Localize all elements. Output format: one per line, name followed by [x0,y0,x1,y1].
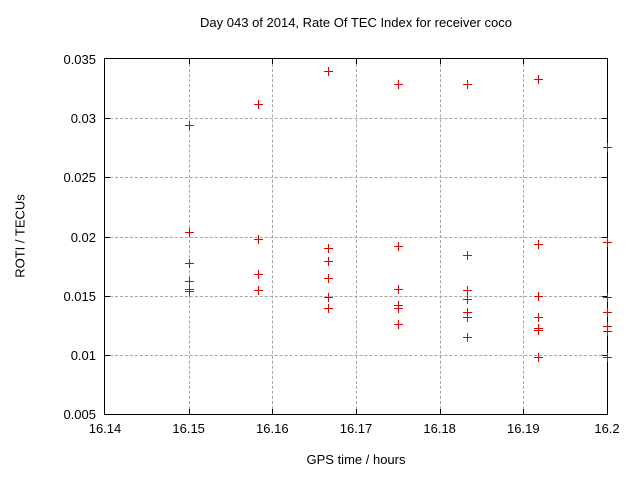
x-tick-top [439,59,441,64]
x-tick-top [523,59,525,64]
data-point-marker [603,353,612,363]
x-axis-label: GPS time / hours [306,452,406,467]
x-tick-label: 16.15 [172,421,205,436]
data-point-marker [184,258,194,268]
y-tick-left [105,295,110,297]
x-tick-top [356,59,357,64]
y-tick-right [602,177,607,179]
x-tick-bottom [188,409,190,414]
x-tick-top [188,59,190,64]
data-point-marker [324,244,334,254]
data-point-marker [254,99,264,109]
data-point-marker [393,241,403,251]
data-point-marker [463,285,473,295]
x-tick-label: 16.14 [88,421,122,436]
data-point-marker [184,227,194,237]
y-tick-right [602,354,607,356]
data-point-marker [533,75,543,85]
plot-area [104,58,612,415]
data-point-marker [254,285,264,295]
x-tick-bottom [523,409,525,414]
data-point-marker [463,251,473,261]
y-tick-label: 0.025 [63,170,96,186]
data-point-marker [533,291,543,301]
data-point-marker [393,284,403,294]
x-tick-label: 16.17 [339,421,373,436]
data-point-marker [324,303,334,313]
data-point-marker [393,79,403,89]
data-point-marker [393,320,403,330]
y-gridline [105,177,607,179]
data-point-marker [463,308,473,318]
chart-title: Day 043 of 2014, Rate Of TEC Index for r… [200,15,512,30]
x-tick-label: 16.18 [423,421,456,436]
y-tick-right [602,295,607,297]
y-gridline [105,118,607,120]
y-tick-label: 0.02 [70,229,96,245]
x-tick-bottom [356,409,357,414]
x-tick-bottom [439,409,441,414]
data-point-marker [463,333,473,343]
x-tick-label: 16.19 [507,421,540,436]
data-point-marker [184,121,194,131]
data-point-marker [184,277,194,287]
y-tick-left [105,118,110,120]
x-tick-bottom [272,409,274,414]
data-point-marker [603,292,612,302]
data-point-marker [603,142,612,152]
x-tick-label: 16.16 [256,421,289,436]
data-point-marker [393,303,403,313]
data-point-marker [324,66,334,76]
data-point-marker [463,79,473,89]
y-tick-label: 0.01 [70,347,96,363]
data-point-marker [254,234,264,244]
data-point-marker [184,286,194,296]
data-point-marker [533,325,543,335]
y-tick-right [602,236,607,238]
data-point-marker [603,322,612,332]
data-point-marker [254,270,264,280]
y-gridline [105,236,607,238]
y-tick-left [105,236,110,238]
data-point-marker [603,327,612,337]
data-point-marker [603,238,612,248]
x-tick-top [272,59,274,64]
y-tick-left [105,177,110,179]
y-tick-left [105,354,110,356]
data-point-marker [533,353,543,363]
data-point-marker [463,295,473,305]
data-point-marker [324,257,334,267]
data-point-marker [603,308,612,318]
data-point-marker [324,292,334,302]
y-tick-label: 0.005 [63,407,96,422]
data-point-marker [324,273,334,283]
y-tick-label: 0.015 [63,288,96,304]
data-point-marker [533,239,543,249]
y-gridline [105,354,607,356]
y-tick-right [602,118,607,120]
y-gridline [105,295,607,297]
data-point-marker [533,312,543,322]
y-tick-label: 0.03 [70,111,96,127]
data-point-marker [463,312,473,322]
y-tick-label: 0.035 [63,52,96,67]
x-tick-label: 16.2 [594,421,620,436]
